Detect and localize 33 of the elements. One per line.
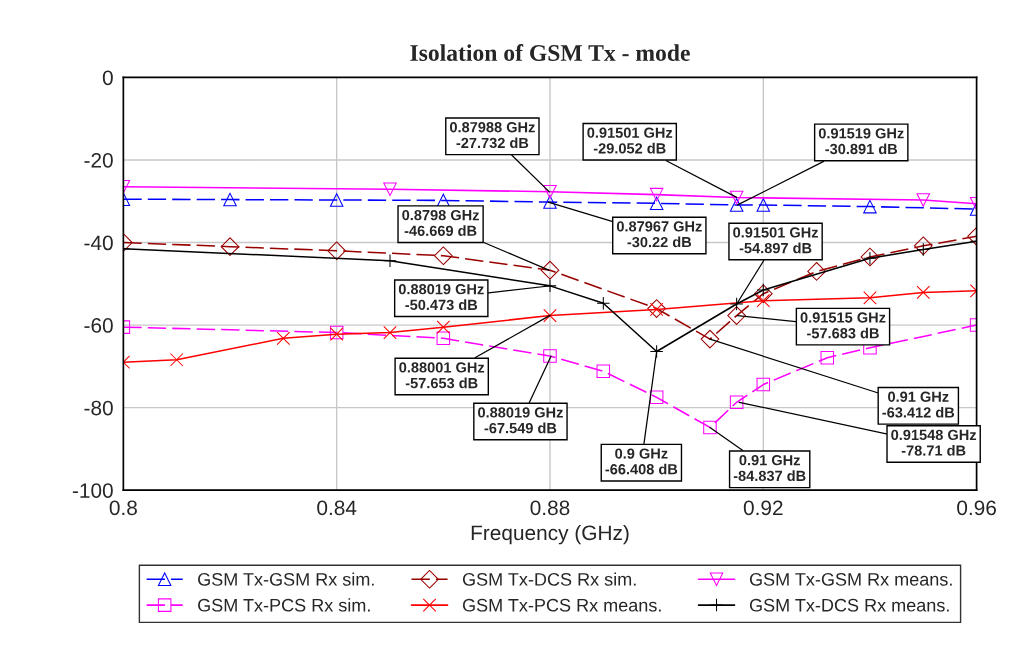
legend-label: GSM Tx-PCS Rx means. xyxy=(462,598,661,612)
legend-label: GSM Tx-PCS Rx sim. xyxy=(198,598,370,612)
x-axis-title: Frequency (GHz) xyxy=(471,524,629,545)
annotation: 0.88019 GHz -50.473 dB xyxy=(398,283,484,311)
x-tick-label: 0.96 xyxy=(957,500,996,516)
x-tick-label: 0.88 xyxy=(530,500,570,516)
legend-label: GSM Tx-GSM Rx sim. xyxy=(198,572,374,586)
legend-label: GSM Tx-DCS Rx sim. xyxy=(462,572,636,586)
annotation: 0.8798 GHz -46.669 dB xyxy=(402,209,479,236)
legend-label: GSM Tx-GSM Rx means. xyxy=(749,572,952,586)
annotation: 0.91 GHz -63.412 dB xyxy=(882,391,955,418)
y-tick-label: -80 xyxy=(84,400,113,416)
annotation: 0.91519 GHz -30.891 dB xyxy=(818,128,904,155)
y-tick-label: -20 xyxy=(84,152,113,168)
y-tick-label: -40 xyxy=(84,235,113,251)
annotation: 0.87967 GHz -30.22 dB xyxy=(616,221,702,248)
annotation: 0.91515 GHz -57.683 dB xyxy=(800,312,886,339)
annotation: 0.91501 GHz -29.052 dB xyxy=(587,127,673,154)
annotation: 0.91548 GHz -78.71 dB xyxy=(891,429,977,456)
annotation: 0.91501 GHz -54.897 dB xyxy=(733,227,819,254)
x-tick-label: 0.92 xyxy=(743,500,783,516)
annotation: 0.87988 GHz -27.732 dB xyxy=(450,122,535,149)
annotation: 0.88019 GHz -67.549 dB xyxy=(478,407,563,434)
x-tick-label: 0.8 xyxy=(109,500,137,516)
y-tick-label: -60 xyxy=(84,318,113,333)
y-tick-label: 0 xyxy=(102,70,113,86)
legend-label: GSM Tx-DCS Rx means. xyxy=(749,598,949,612)
chart-title: Isolation of GSM Tx - mode xyxy=(410,44,690,61)
annotation: 0.9 GHz -66.408 dB xyxy=(605,448,678,475)
annotation: 0.91 GHz -84.837 dB xyxy=(733,455,806,482)
annotation: 0.88001 GHz -57.653 dB xyxy=(399,362,485,389)
y-tick-label: -100 xyxy=(72,483,113,498)
x-tick-label: 0.84 xyxy=(317,500,357,516)
